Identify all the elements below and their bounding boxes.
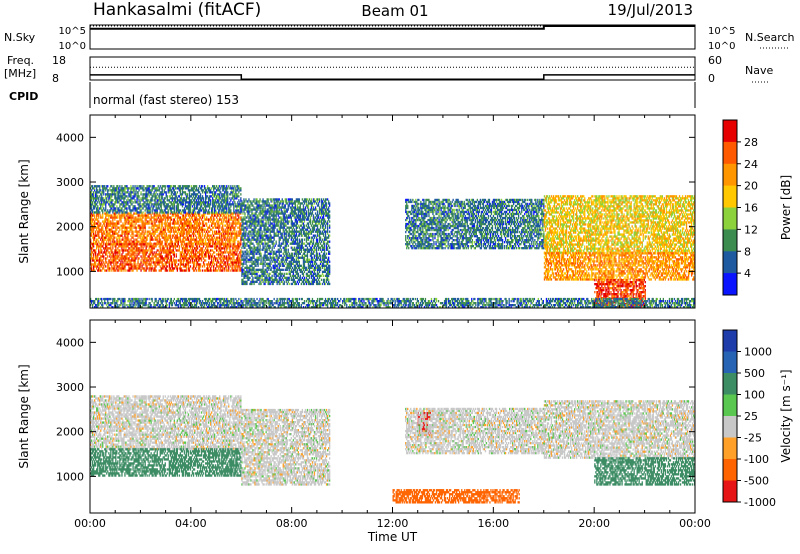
colorbar-swatch bbox=[723, 330, 737, 352]
colorbar-tick-label: 1000 bbox=[744, 346, 772, 359]
heatmap-band-0 bbox=[90, 212, 242, 245]
cpid-label: CPID bbox=[9, 90, 38, 103]
freq-label: Freq. bbox=[7, 54, 34, 67]
heatmap-band-2 bbox=[241, 408, 331, 486]
ylabel: Slant Range [km] bbox=[17, 364, 31, 468]
colorbar-label: Velocity [m s⁻¹] bbox=[779, 369, 793, 462]
heatmap-band-2 bbox=[90, 185, 242, 214]
n-sky-line bbox=[90, 25, 695, 30]
xtick-label: 08:00 bbox=[276, 517, 308, 530]
colorbar-label: Power [dB] bbox=[779, 175, 793, 240]
ytick-label: 2000 bbox=[56, 426, 84, 439]
velocity-colorbar: 1000 500 100 25 -25 -100 -500 -1000 Velocity [m … bbox=[722, 329, 793, 509]
frequency-panel: Freq. [MHz] 18 8 60 0 Nave bbox=[4, 54, 773, 85]
heatmap-band-4 bbox=[405, 198, 545, 250]
cpid-mode: normal (fast stereo) 153 bbox=[93, 93, 239, 107]
heatmap-band-7 bbox=[392, 489, 520, 504]
colorbar-swatch bbox=[723, 120, 737, 143]
velocity-panel: 1000 2000 3000 4000 Slant Range [km] 00:00 04:… bbox=[17, 319, 711, 544]
colorbar-swatch bbox=[723, 459, 737, 481]
ytick-label: 4000 bbox=[56, 131, 84, 144]
colorbar-tick-label: -1000 bbox=[744, 496, 776, 509]
freq-tick-top: 18 bbox=[52, 54, 66, 67]
colorbar-tick-label: 8 bbox=[744, 245, 751, 258]
heatmap-band-4 bbox=[405, 407, 545, 455]
ytick-label: 2000 bbox=[56, 221, 84, 234]
xtick-label: 00:00 bbox=[74, 517, 106, 530]
colorbar-swatch bbox=[723, 251, 737, 274]
colorbar-swatch bbox=[723, 229, 737, 252]
colorbar-tick-label: -500 bbox=[744, 475, 769, 488]
ytick-label: 1000 bbox=[56, 470, 84, 483]
heatmap-band-6 bbox=[543, 252, 695, 281]
heatmap-band-1 bbox=[90, 243, 242, 272]
colorbar-swatch bbox=[723, 351, 737, 374]
nave-label: Nave bbox=[745, 64, 773, 77]
heatmap-band-1 bbox=[90, 448, 242, 477]
heatmap-band-8 bbox=[90, 297, 695, 308]
colorbar-tick-label: -25 bbox=[744, 432, 762, 445]
colorbar-swatch bbox=[723, 416, 737, 438]
colorbar-swatch bbox=[723, 394, 737, 417]
ytick-label: 3000 bbox=[56, 176, 84, 189]
station-title: Hankasalmi (fitACF) bbox=[93, 0, 261, 20]
cpid-panel: CPID normal (fast stereo) 153 bbox=[9, 82, 696, 108]
colorbar-tick-label: 28 bbox=[744, 136, 758, 149]
colorbar-swatch bbox=[723, 273, 737, 296]
ytick-label: 4000 bbox=[56, 336, 84, 349]
noise-panel: N.Sky 10^5 10^0 10^5 10^0 N.Search bbox=[4, 24, 795, 52]
colorbar-tick-label: 12 bbox=[744, 223, 758, 236]
colorbar-tick-label: 20 bbox=[744, 180, 758, 193]
ylabel: Slant Range [km] bbox=[17, 159, 31, 263]
colorbar-tick-label: 24 bbox=[744, 158, 758, 171]
colorbar-tick-label: 500 bbox=[744, 367, 765, 380]
colorbar-tick-label: 25 bbox=[744, 410, 758, 423]
xlabel: Time UT bbox=[367, 530, 418, 544]
colorbar-tick-label: -100 bbox=[744, 453, 769, 466]
colorbar-swatch bbox=[723, 185, 737, 208]
n-sky-label: N.Sky bbox=[4, 31, 36, 44]
power-colorbar: 28 24 20 16 12 8 4 Power [dB] bbox=[722, 119, 793, 296]
ytick-label: 1000 bbox=[56, 265, 84, 278]
ytick-label: 3000 bbox=[56, 381, 84, 394]
nave-tick-bottom: 0 bbox=[708, 72, 715, 85]
noise-left-tick-top: 10^5 bbox=[59, 26, 86, 37]
freq-unit-label: [MHz] bbox=[4, 67, 36, 80]
beam-title: Beam 01 bbox=[361, 2, 428, 20]
date-title: 19/Jul/2013 bbox=[608, 1, 693, 19]
freq-tick-bottom: 8 bbox=[52, 72, 59, 85]
noise-left-tick-bottom: 10^0 bbox=[59, 41, 86, 52]
noise-right-tick-top: 10^5 bbox=[708, 26, 735, 37]
colorbar-swatch bbox=[723, 480, 737, 503]
colorbar-swatch bbox=[723, 437, 737, 460]
xtick-label: 12:00 bbox=[377, 517, 409, 530]
xtick-label: 20:00 bbox=[578, 517, 610, 530]
xtick-label: 04:00 bbox=[175, 517, 207, 530]
colorbar-swatch bbox=[723, 141, 737, 165]
nave-tick-top: 60 bbox=[708, 54, 722, 67]
heatmap-band-5 bbox=[543, 195, 695, 254]
n-search-label: N.Search bbox=[745, 31, 795, 44]
colorbar-swatch bbox=[723, 207, 737, 230]
heatmap-band-6 bbox=[594, 457, 695, 486]
noise-right-tick-bottom: 10^0 bbox=[708, 41, 735, 52]
colorbar-swatch bbox=[723, 163, 737, 187]
heatmap-band-3 bbox=[241, 198, 331, 286]
colorbar-tick-label: 100 bbox=[744, 389, 765, 402]
frequency-line bbox=[90, 74, 695, 81]
xtick-label: 00:00 bbox=[679, 517, 711, 530]
heatmap-band-5 bbox=[543, 400, 695, 459]
heatmap-band-0 bbox=[90, 395, 242, 450]
power-panel: 1000 2000 3000 4000 Slant Range [km] bbox=[17, 114, 696, 309]
colorbar-tick-label: 16 bbox=[744, 202, 758, 215]
colorbar-tick-label: 4 bbox=[744, 267, 751, 280]
colorbar-swatch bbox=[723, 373, 737, 395]
xtick-label: 16:00 bbox=[477, 517, 509, 530]
